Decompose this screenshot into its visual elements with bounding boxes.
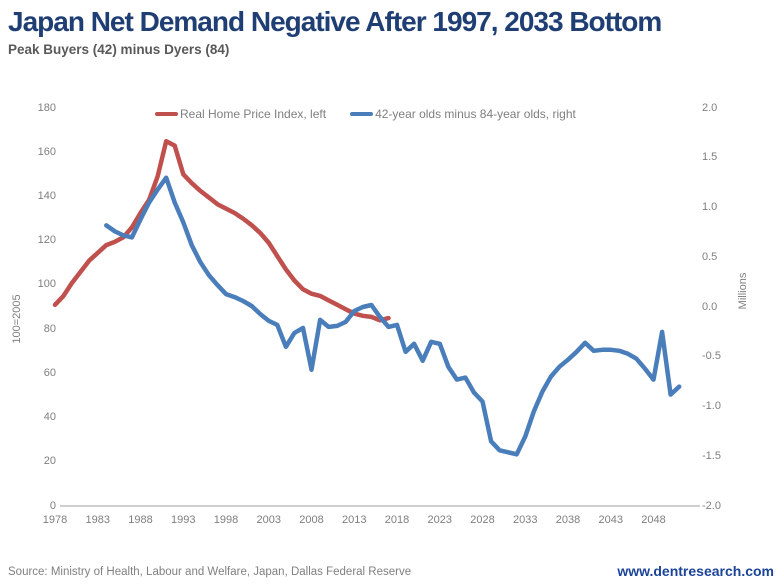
- legend-item-net-demand: 42-year olds minus 84-year olds, right: [350, 107, 576, 121]
- legend: Real Home Price Index, left 42-year olds…: [155, 107, 576, 121]
- legend-label-home-price: Real Home Price Index, left: [180, 107, 327, 121]
- left-axis-title: 100=2005: [11, 294, 23, 344]
- red-line-swatch: [155, 111, 178, 117]
- chart-title: Japan Net Demand Negative After 1997, 20…: [8, 6, 662, 37]
- blue-line-swatch: [350, 111, 374, 117]
- website-link[interactable]: www.dentresearch.com: [617, 563, 774, 579]
- legend-item-home-price: Real Home Price Index, left: [155, 107, 326, 121]
- right-axis-title: Millions: [737, 272, 749, 310]
- chart-subtitle: Peak Buyers (42) minus Dyers (84): [8, 42, 230, 57]
- source-note: Source: Ministry of Health, Labour and W…: [8, 566, 412, 578]
- series-line-home-price: [52, 138, 391, 323]
- legend-label-net-demand: 42-year olds minus 84-year olds, right: [375, 107, 576, 121]
- series-line-net-demand: [104, 175, 682, 457]
